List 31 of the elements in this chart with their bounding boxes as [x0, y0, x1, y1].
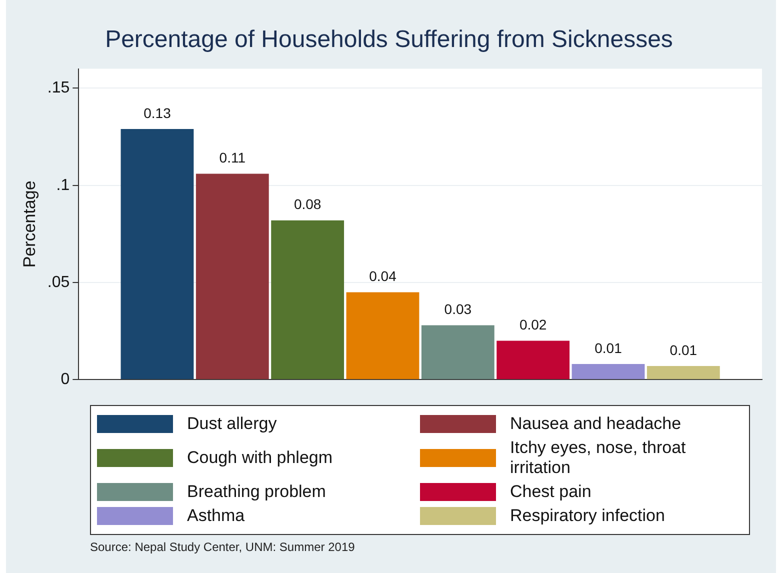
legend-label: Dust allergy [187, 414, 277, 434]
legend-label: Asthma [187, 506, 245, 526]
bar [346, 292, 420, 380]
bar [120, 129, 194, 380]
bar [196, 174, 269, 380]
legend-label: Chest pain [510, 482, 592, 502]
y-tick-label: 0 [60, 371, 70, 388]
chart-title: Percentage of Households Suffering from Sicknesses [105, 26, 673, 54]
y-tick-label: .15 [47, 80, 70, 97]
data-label: 0.03 [444, 301, 472, 318]
bar [271, 220, 344, 380]
bar [496, 340, 570, 380]
data-label: 0.11 [219, 150, 246, 166]
data-label: 0.04 [369, 268, 397, 284]
y-tick-label: .1 [56, 176, 70, 194]
bar [572, 364, 645, 380]
legend-label: Cough with phlegm [187, 448, 333, 468]
legend-label: Itchy eyes, nose, throat irritation [510, 438, 687, 478]
legend-label: Nausea and headache [510, 414, 682, 434]
data-label: 0.01 [670, 342, 698, 358]
bar [646, 366, 720, 380]
legend-label: Respiratory infection [510, 506, 665, 526]
legend-label: Breathing problem [187, 482, 326, 502]
bar [421, 325, 494, 380]
y-tick-label: .05 [47, 274, 70, 291]
data-label: 0.01 [594, 340, 622, 356]
data-label: 0.02 [519, 316, 547, 333]
source-note: Source: Nepal Study Center, UNM: Summer 2019 [90, 540, 355, 554]
data-label: 0.08 [294, 196, 322, 212]
y-axis-title: Percentage [20, 180, 39, 268]
data-label: 0.13 [144, 104, 172, 121]
